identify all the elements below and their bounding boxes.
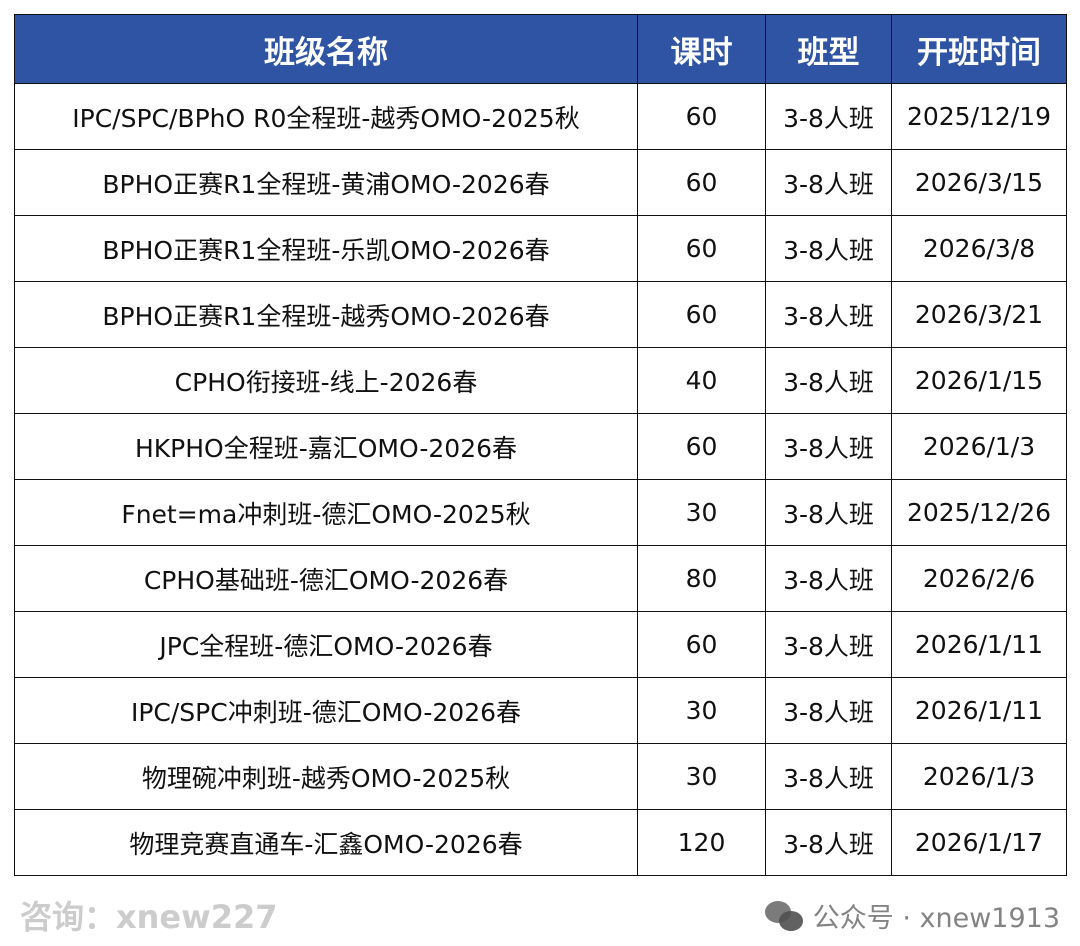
- cell-start-date: 2026/3/8: [891, 215, 1067, 282]
- header-start-date: 开班时间: [891, 14, 1067, 84]
- cell-hours: 30: [637, 677, 766, 744]
- table-row: 物理碗冲刺班-越秀OMO-2025秋 30 3-8人班 2026/1/3: [14, 743, 1067, 810]
- cell-class-name: IPC/SPC冲刺班-德汇OMO-2026春: [14, 677, 638, 744]
- table-row: BPHO正赛R1全程班-越秀OMO-2026春 60 3-8人班 2026/3/21: [14, 281, 1067, 348]
- cell-class-type: 3-8人班: [765, 281, 892, 348]
- header-hours: 课时: [637, 14, 766, 84]
- cell-start-date: 2026/1/11: [891, 677, 1067, 744]
- cell-class-name: HKPHO全程班-嘉汇OMO-2026春: [14, 413, 638, 480]
- cell-hours: 60: [637, 215, 766, 282]
- table-row: HKPHO全程班-嘉汇OMO-2026春 60 3-8人班 2026/1/3: [14, 413, 1067, 480]
- cell-class-type: 3-8人班: [765, 809, 892, 876]
- cell-class-name: CPHO基础班-德汇OMO-2026春: [14, 545, 638, 612]
- cell-class-type: 3-8人班: [765, 413, 892, 480]
- cell-class-name: BPHO正赛R1全程班-乐凯OMO-2026春: [14, 215, 638, 282]
- table-row: BPHO正赛R1全程班-乐凯OMO-2026春 60 3-8人班 2026/3/8: [14, 215, 1067, 282]
- table-row: BPHO正赛R1全程班-黄浦OMO-2026春 60 3-8人班 2026/3/15: [14, 149, 1067, 216]
- cell-hours: 60: [637, 281, 766, 348]
- table-row: 物理竞赛直通车-汇鑫OMO-2026春 120 3-8人班 2026/1/17: [14, 809, 1067, 876]
- cell-class-type: 3-8人班: [765, 83, 892, 150]
- cell-start-date: 2026/3/15: [891, 149, 1067, 216]
- cell-class-name: 物理竞赛直通车-汇鑫OMO-2026春: [14, 809, 638, 876]
- cell-hours: 60: [637, 413, 766, 480]
- cell-hours: 80: [637, 545, 766, 612]
- cell-hours: 30: [637, 743, 766, 810]
- cell-class-type: 3-8人班: [765, 479, 892, 546]
- cell-start-date: 2026/1/11: [891, 611, 1067, 678]
- cell-hours: 120: [637, 809, 766, 876]
- cell-class-name: BPHO正赛R1全程班-黄浦OMO-2026春: [14, 149, 638, 216]
- footer-watermark-text: 公众号 · xnew1913: [812, 903, 1060, 934]
- cell-start-date: 2025/12/19: [891, 83, 1067, 150]
- header-class-name: 班级名称: [14, 14, 638, 84]
- footer-watermark: 公众号 · xnew1913: [764, 896, 1060, 935]
- cell-class-type: 3-8人班: [765, 149, 892, 216]
- cell-class-name: CPHO衔接班-线上-2026春: [14, 347, 638, 414]
- table-row: JPC全程班-德汇OMO-2026春 60 3-8人班 2026/1/11: [14, 611, 1067, 678]
- cell-class-type: 3-8人班: [765, 677, 892, 744]
- cell-class-type: 3-8人班: [765, 743, 892, 810]
- cell-start-date: 2026/1/15: [891, 347, 1067, 414]
- cell-hours: 40: [637, 347, 766, 414]
- cell-hours: 30: [637, 479, 766, 546]
- table-row: CPHO基础班-德汇OMO-2026春 80 3-8人班 2026/2/6: [14, 545, 1067, 612]
- cell-class-name: 物理碗冲刺班-越秀OMO-2025秋: [14, 743, 638, 810]
- cell-start-date: 2025/12/26: [891, 479, 1067, 546]
- cell-class-type: 3-8人班: [765, 347, 892, 414]
- cell-class-type: 3-8人班: [765, 215, 892, 282]
- class-schedule-table: 班级名称 课时 班型 开班时间 IPC/SPC/BPhO R0全程班-越秀OMO-20…: [14, 14, 1067, 876]
- cell-start-date: 2026/1/17: [891, 809, 1067, 876]
- cell-start-date: 2026/3/21: [891, 281, 1067, 348]
- cell-hours: 60: [637, 149, 766, 216]
- cell-hours: 60: [637, 611, 766, 678]
- cell-start-date: 2026/2/6: [891, 545, 1067, 612]
- cell-class-name: JPC全程班-德汇OMO-2026春: [14, 611, 638, 678]
- cell-class-type: 3-8人班: [765, 611, 892, 678]
- cell-start-date: 2026/1/3: [891, 743, 1067, 810]
- wechat-icon: [764, 899, 805, 933]
- table-row: Fnet=ma冲刺班-德汇OMO-2025秋 30 3-8人班 2025/12/26: [14, 479, 1067, 546]
- table-row: IPC/SPC/BPhO R0全程班-越秀OMO-2025秋 60 3-8人班 202…: [14, 83, 1067, 150]
- cell-class-type: 3-8人班: [765, 545, 892, 612]
- header-class-type: 班型: [765, 14, 892, 84]
- cell-hours: 60: [637, 83, 766, 150]
- table-row: CPHO衔接班-线上-2026春 40 3-8人班 2026/1/15: [14, 347, 1067, 414]
- header-row: 班级名称 课时 班型 开班时间: [14, 14, 1067, 84]
- cell-class-name: IPC/SPC/BPhO R0全程班-越秀OMO-2025秋: [14, 83, 638, 150]
- table-row: IPC/SPC冲刺班-德汇OMO-2026春 30 3-8人班 2026/1/11: [14, 677, 1067, 744]
- cell-class-name: BPHO正赛R1全程班-越秀OMO-2026春: [14, 281, 638, 348]
- cell-start-date: 2026/1/3: [891, 413, 1067, 480]
- cell-class-name: Fnet=ma冲刺班-德汇OMO-2025秋: [14, 479, 638, 546]
- diagonal-watermark: 咨询：xnew227: [20, 898, 278, 936]
